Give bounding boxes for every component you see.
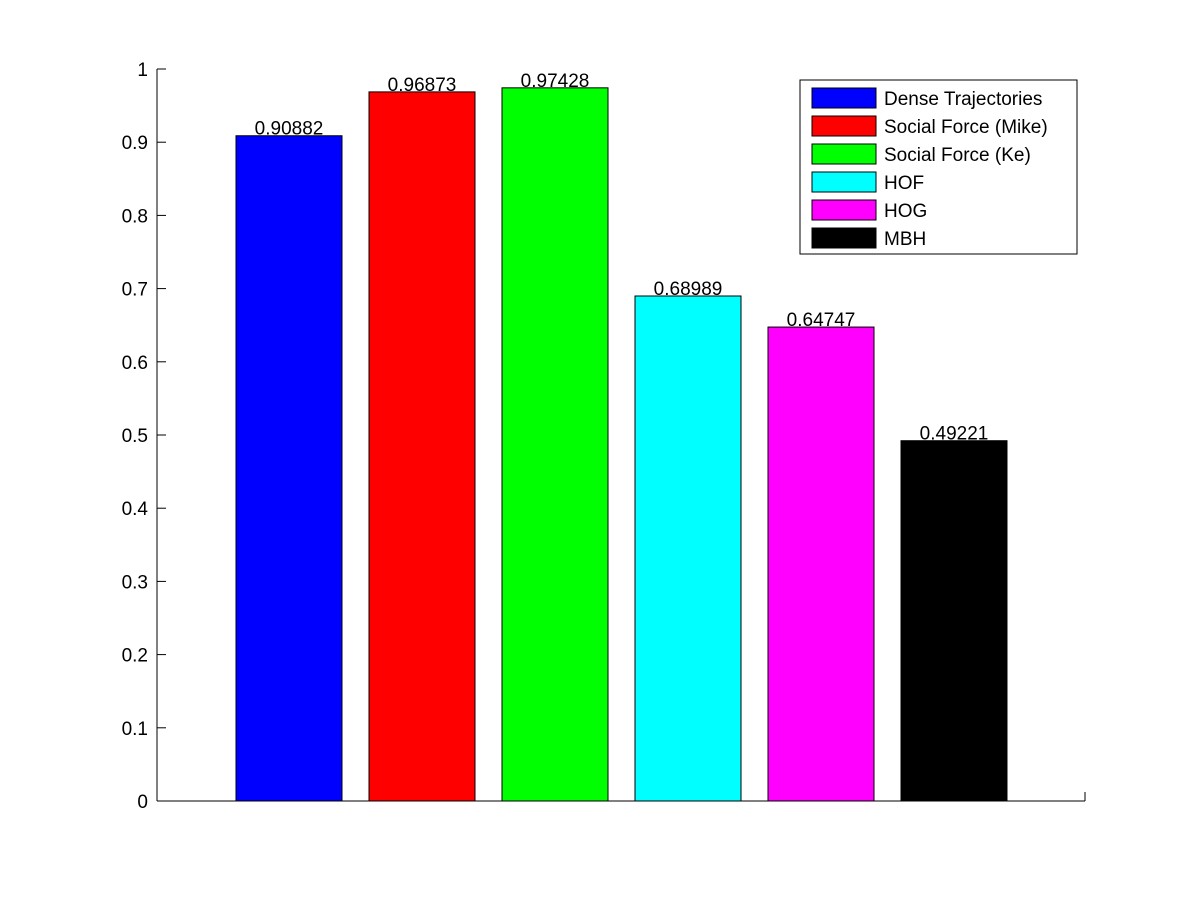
- y-tick-label: 0.4: [122, 499, 149, 520]
- bar-value-label: 0.97428: [521, 71, 590, 92]
- bars: [235, 87, 1008, 802]
- legend-swatch: [811, 115, 877, 137]
- legend-swatch: [811, 199, 877, 221]
- legend-entry-label: Social Force (Mike): [884, 117, 1048, 138]
- bar-value-label: 0.49221: [920, 424, 989, 445]
- y-tick-label: 0.6: [122, 353, 148, 374]
- bar: [235, 135, 343, 802]
- bar: [501, 87, 609, 802]
- legend-box: [799, 79, 1078, 255]
- y-tick-label: 1: [137, 60, 148, 81]
- y-tick-label: 0.5: [122, 426, 148, 447]
- legend-swatch: [811, 227, 877, 249]
- legend-swatch: [811, 87, 877, 109]
- y-tick-label: 0.2: [122, 646, 148, 667]
- y-tick-label: 0.8: [122, 206, 148, 227]
- legend-entry-label: Social Force (Ke): [884, 145, 1031, 166]
- y-tick-label: 0.9: [122, 133, 148, 154]
- y-tick-label: 0.1: [122, 719, 148, 740]
- data-labels: 0.90882 0.96873 0.97428 0.68989 0.64747 0.492…: [255, 71, 989, 445]
- bar: [900, 440, 1008, 802]
- y-axis: 0 0.1 0.2 0.3 0.4 0.5 0.6 0.7 0.8 0.9 1: [122, 60, 166, 813]
- bar: [368, 91, 476, 802]
- legend-entry-label: MBH: [884, 229, 926, 250]
- bar-value-label: 0.96873: [388, 75, 457, 96]
- legend: Dense Trajectories Social Force (Mike) Soc…: [799, 79, 1078, 255]
- bar: [634, 295, 742, 802]
- legend-swatch: [811, 143, 877, 165]
- bar-value-label: 0.68989: [654, 279, 723, 300]
- legend-entry-label: HOF: [884, 173, 924, 194]
- y-tick-label: 0.3: [122, 572, 148, 593]
- bar-value-label: 0.64747: [787, 310, 856, 331]
- bar-value-label: 0.90882: [255, 119, 324, 140]
- y-tick-label: 0: [137, 792, 148, 813]
- y-tick-label: 0.7: [122, 280, 148, 301]
- legend-swatch: [811, 171, 877, 193]
- legend-entry-label: HOG: [884, 201, 927, 222]
- legend-entry-label: Dense Trajectories: [884, 89, 1042, 110]
- bar: [767, 326, 875, 802]
